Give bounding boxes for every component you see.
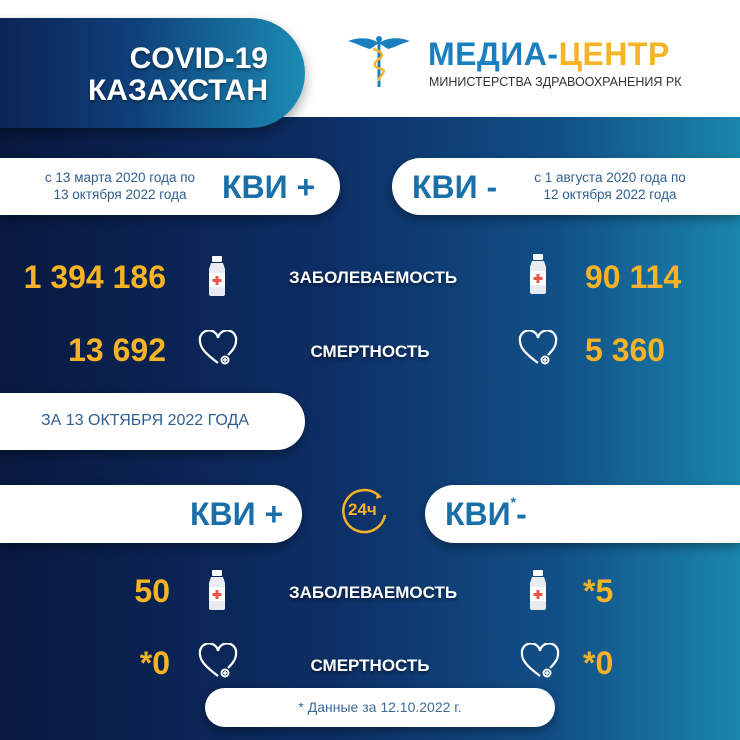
medicine-bottle-icon [526,570,550,610]
footnote-pill: * Данные за 12.10.2022 г. [205,688,555,727]
daily-negative-cases: *5 [583,573,614,609]
date-label: ЗА 13 ОКТЯБРЯ 2022 ГОДА [41,412,249,429]
caduceus-icon [348,36,410,87]
daily-positive-cases: 50 [134,573,170,609]
cumulative-negative-deaths: 5 360 [585,332,666,368]
24h-badge: 24ч [348,500,377,519]
logo-text: МЕДИА-ЦЕНТР [428,36,670,73]
daily-positive-pill: КВИ + [0,485,302,543]
logo-subtitle: МИНИСТЕРСТВА ЗДРАВООХРАНЕНИЯ РК [429,75,682,89]
cases-label: ЗАБОЛЕВАЕМОСТЬ [288,268,458,287]
page-title: COVID-19 КАЗАХСТАН [88,43,268,107]
cumulative-positive-cases: 1 394 186 [23,259,166,295]
daily-negative-pill: КВИ*- [425,485,740,543]
deaths-label: СМЕРТНОСТЬ [310,342,430,361]
cumulative-negative-pill: КВИ - с 1 августа 2020 года по 12 октября… [392,158,740,215]
title-pill [0,18,305,128]
daily-kvi-positive-label: КВИ + [190,496,284,532]
date-pill: ЗА 13 ОКТЯБРЯ 2022 ГОДА [0,393,305,450]
kvi-negative-label: КВИ - [412,169,498,205]
period-left-line1: с 13 марта 2020 года по [44,170,196,185]
title-line1: COVID-19 [129,42,268,75]
kvi-positive-label: КВИ + [222,169,316,205]
minus-sign: - [516,496,527,532]
daily-negative-deaths: *0 [583,645,614,681]
footnote: * Данные за 12.10.2022 г. [298,699,462,715]
daily-positive-deaths: *0 [139,645,170,681]
heart-stethoscope-icon [520,643,560,679]
period-left-line2: 13 октября 2022 года [53,187,187,202]
daily-cases-label: ЗАБОЛЕВАЕМОСТЬ [288,583,458,602]
heart-stethoscope-icon [518,330,558,366]
period-right-line1: с 1 августа 2020 года по [534,170,686,185]
logo-part2: ЦЕНТР [558,36,670,72]
medicine-bottle-icon [526,254,550,294]
asterisk: * [510,494,517,511]
period-right-line2: 12 октября 2022 года [543,187,677,202]
period-right: с 1 августа 2020 года по 12 октября 2022 … [510,169,710,203]
medicine-bottle-icon [205,570,229,610]
period-left: с 13 марта 2020 года по 13 октября 2022 г… [25,169,215,203]
24h-clock-icon: 24ч [340,485,390,535]
daily-kvi-negative-label: КВИ [445,496,511,532]
cumulative-positive-deaths: 13 692 [68,332,166,368]
cumulative-positive-pill: с 13 марта 2020 года по 13 октября 2022 г… [0,158,340,215]
cumulative-negative-cases: 90 114 [585,259,682,295]
title-line2: КАЗАХСТАН [88,74,268,107]
heart-stethoscope-icon [198,643,238,679]
medicine-bottle-icon [205,256,229,296]
logo-part1: МЕДИА- [428,36,559,72]
heart-stethoscope-icon [198,330,238,366]
daily-deaths-label: СМЕРТНОСТЬ [310,656,430,675]
